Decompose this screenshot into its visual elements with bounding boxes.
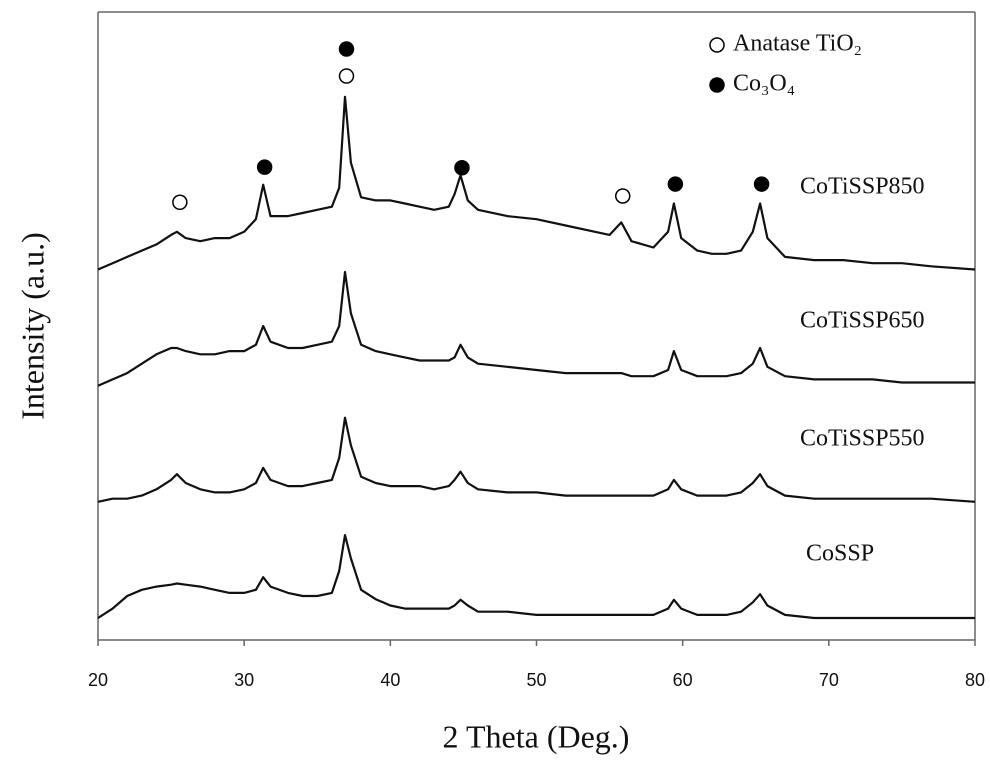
- legend-label: Anatase TiO₂: [733, 31, 862, 57]
- xrd-line: [97, 270, 975, 387]
- peak-marker: [667, 176, 684, 192]
- series-label: CoTiSSP850: [800, 174, 925, 200]
- peak-marker: [454, 159, 470, 176]
- series-label: CoTiSSP550: [800, 426, 925, 452]
- x-tick-label: 70: [819, 670, 839, 690]
- peak-marker: [172, 194, 188, 211]
- xrd-line: [97, 534, 975, 620]
- x-tick-label: 80: [965, 670, 985, 690]
- peak-marker: [256, 159, 273, 175]
- x-axis-title: 2 Theta (Deg.): [443, 718, 630, 754]
- x-tick-label: 40: [380, 670, 400, 690]
- x-tick-label: 20: [88, 670, 108, 690]
- xrd-line: [97, 95, 976, 271]
- legend-label: Co₃O₄: [733, 71, 795, 97]
- series-label: CoTiSSP650: [800, 308, 925, 334]
- legend-symbol: [709, 77, 725, 93]
- peak-marker: [338, 41, 355, 57]
- peak-marker: [753, 176, 770, 192]
- x-tick-label: 60: [673, 670, 693, 690]
- peak-marker: [614, 188, 631, 204]
- peak-marker: [338, 68, 355, 84]
- series-label: CoSSP: [806, 541, 874, 567]
- y-axis-title: Intensity (a.u.): [14, 232, 50, 420]
- legend-symbol: [709, 37, 725, 53]
- x-tick-label: 30: [234, 670, 254, 690]
- x-tick-label: 50: [526, 670, 546, 690]
- xrd-line: [97, 416, 976, 503]
